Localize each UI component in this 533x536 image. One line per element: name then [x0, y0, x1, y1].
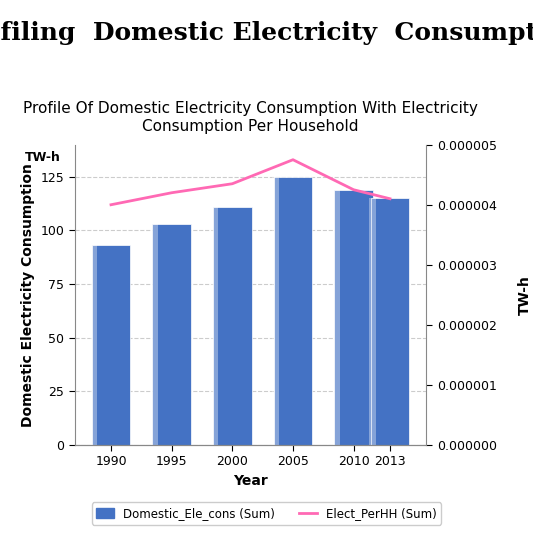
Bar: [370, 198, 409, 445]
Text: Profiling  Domestic Electricity  Consumption: Profiling Domestic Electricity Consumpti…: [0, 21, 533, 46]
Bar: [151, 224, 158, 445]
Bar: [273, 177, 312, 445]
Text: TW-h: TW-h: [25, 151, 61, 163]
Bar: [152, 224, 191, 445]
Bar: [369, 198, 376, 445]
Title: Profile Of Domestic Electricity Consumption With Electricity
Consumption Per Hou: Profile Of Domestic Electricity Consumpt…: [23, 101, 478, 134]
Legend: Domestic_Ele_cons (Sum), Elect_PerHH (Sum): Domestic_Ele_cons (Sum), Elect_PerHH (Su…: [92, 502, 441, 525]
Y-axis label: TW-h: TW-h: [518, 275, 531, 315]
Bar: [213, 207, 252, 445]
X-axis label: Year: Year: [233, 474, 268, 488]
Y-axis label: Domestic Electricity Consumption: Domestic Electricity Consumption: [21, 163, 35, 427]
Bar: [333, 190, 340, 445]
Bar: [92, 245, 131, 445]
Bar: [90, 245, 97, 445]
Bar: [272, 177, 279, 445]
Bar: [212, 207, 219, 445]
Bar: [334, 190, 373, 445]
